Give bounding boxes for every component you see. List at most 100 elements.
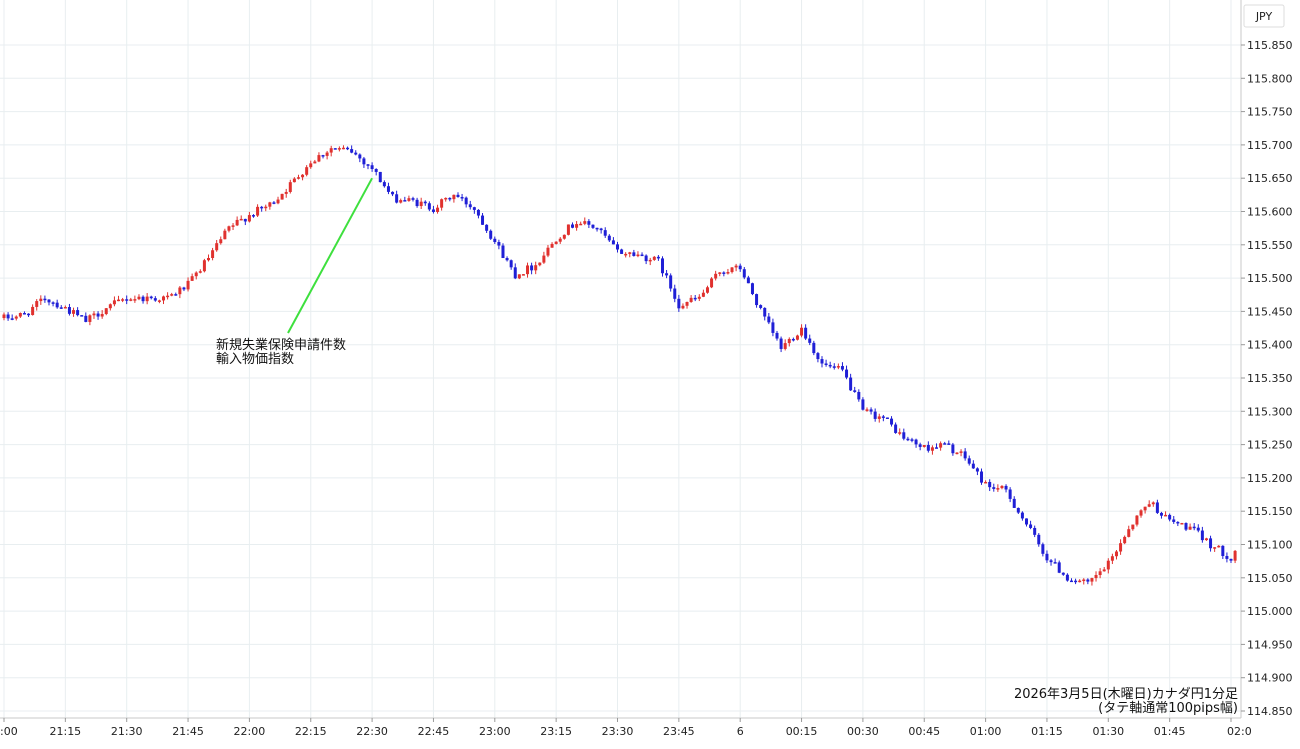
candle-body	[587, 221, 591, 225]
candle	[616, 241, 619, 253]
candle-body	[219, 239, 223, 244]
candle-body	[178, 287, 182, 295]
candle-body	[804, 327, 808, 339]
candle	[117, 295, 121, 302]
candle	[959, 449, 963, 457]
candle-body	[2, 314, 6, 319]
time-tick-label: 01:30	[1092, 725, 1124, 738]
candle	[440, 198, 444, 211]
candle-body	[39, 298, 43, 302]
candle-body	[84, 315, 88, 322]
candle-body	[975, 468, 979, 472]
candle	[509, 259, 513, 270]
candle	[460, 193, 464, 202]
candle	[1094, 571, 1098, 582]
candle	[382, 180, 386, 188]
candle-body	[910, 439, 914, 441]
candle	[828, 361, 832, 369]
candle	[1196, 524, 1200, 533]
candle-body	[517, 274, 521, 279]
candle	[795, 334, 799, 341]
time-tick-label: 02:0	[1227, 725, 1252, 738]
candle	[697, 294, 701, 302]
candle-body	[734, 265, 738, 268]
candle-body	[313, 161, 317, 164]
candle-body	[669, 275, 673, 289]
candle	[955, 452, 959, 455]
candle	[722, 271, 726, 277]
candle	[362, 156, 366, 168]
candle-body	[930, 447, 934, 451]
candle-body	[239, 218, 243, 221]
candle	[1016, 507, 1020, 514]
candle-body	[775, 332, 779, 339]
candle	[530, 262, 534, 275]
candle-body	[562, 234, 566, 239]
candle	[755, 293, 759, 308]
candle	[865, 407, 869, 412]
candle	[88, 314, 92, 326]
candle-body	[423, 201, 427, 204]
candle-body	[591, 224, 595, 228]
candle-body	[673, 288, 677, 299]
candle	[235, 216, 239, 227]
candle-body	[681, 305, 685, 309]
candle	[1164, 511, 1168, 517]
candle-body	[22, 313, 26, 315]
candle	[1123, 535, 1127, 545]
time-tick-label: 21:15	[49, 725, 81, 738]
candle-body	[624, 253, 628, 256]
candle-body	[1020, 512, 1024, 519]
candle	[943, 441, 947, 445]
candle-body	[771, 322, 775, 333]
candle-body	[795, 335, 799, 340]
candle	[1172, 516, 1176, 524]
time-tick-label: 00:15	[786, 725, 818, 738]
candle	[325, 150, 329, 160]
candle	[771, 318, 775, 337]
candle-body	[632, 252, 636, 256]
candle	[1213, 547, 1217, 552]
candle	[76, 307, 80, 317]
candle	[1057, 560, 1061, 574]
candle-body	[1192, 526, 1196, 529]
candle-body	[1008, 489, 1012, 499]
candle	[157, 299, 161, 304]
candle-body	[14, 316, 18, 319]
candle	[873, 408, 877, 422]
candle	[411, 196, 415, 202]
candle	[341, 145, 345, 150]
candle-body	[926, 445, 930, 451]
candle-body	[652, 256, 656, 260]
candle-body	[697, 296, 701, 299]
candle-body	[996, 488, 1000, 490]
candle-body	[1110, 556, 1114, 561]
candle	[1217, 545, 1221, 548]
candle	[43, 295, 47, 303]
candle	[587, 219, 591, 229]
candle	[591, 224, 595, 229]
candle-body	[341, 147, 345, 150]
candle-body	[885, 417, 889, 420]
candle	[476, 209, 480, 219]
candle-body	[436, 207, 440, 212]
candle	[992, 483, 996, 492]
candle	[636, 251, 640, 258]
candle-body	[746, 277, 750, 284]
candle	[448, 197, 452, 202]
candle-body	[1061, 572, 1065, 575]
annotation-pointer-line	[287, 177, 373, 334]
candle-body	[1127, 529, 1131, 537]
candle-body	[881, 416, 885, 418]
candle	[996, 484, 1000, 492]
candle	[1225, 552, 1229, 563]
candle	[1012, 496, 1016, 508]
candle	[92, 311, 96, 319]
candle	[845, 365, 849, 380]
candle	[59, 305, 63, 309]
candle-body	[276, 199, 280, 204]
price-tick-label: 115.750	[1247, 106, 1293, 119]
candle-body	[235, 219, 239, 226]
candle	[926, 441, 930, 453]
candle	[18, 312, 22, 318]
